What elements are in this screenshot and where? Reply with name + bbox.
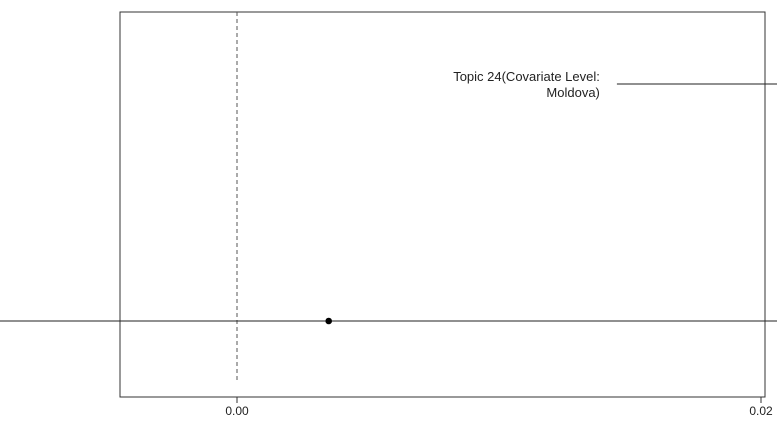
point-label-line2: Moldova): [546, 85, 599, 100]
point-label-line1: Topic 24(Covariate Level:: [453, 69, 600, 84]
x-tick-label: 0.02: [749, 404, 773, 418]
x-tick-label: 0.00: [225, 404, 249, 418]
estimate-row: (Covariate Level:Litauen): [0, 317, 777, 325]
plot-frame: [119, 11, 766, 398]
point-estimate: [325, 317, 333, 325]
estimate-row: Topic 24(Covariate Level:Moldova): [453, 69, 777, 100]
